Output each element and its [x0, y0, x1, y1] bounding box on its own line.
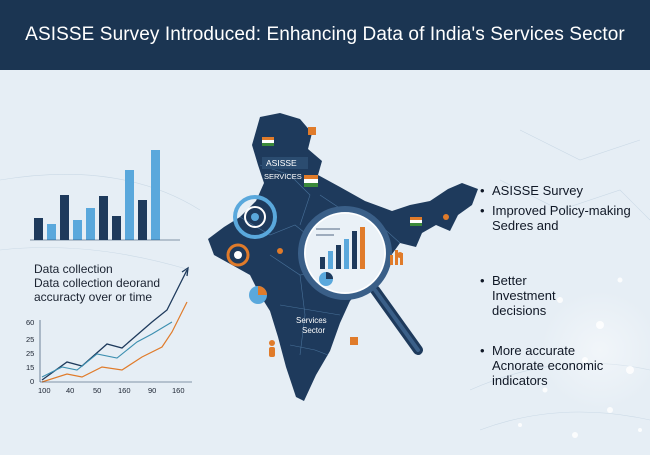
gear-icon	[233, 195, 277, 239]
caption-line: Data collection deorand	[34, 276, 161, 290]
y-tick-label: 25	[26, 349, 34, 358]
y-tick-label: 15	[26, 363, 34, 372]
x-tick-label: 160	[172, 386, 185, 395]
arrow-head-icon	[181, 266, 189, 277]
bar-chart-icon	[320, 227, 365, 269]
bullet-glyph: •	[480, 203, 485, 218]
location-icon	[350, 337, 358, 345]
bar	[47, 224, 56, 240]
list-item: • ASISSE Survey	[480, 183, 583, 198]
bullet-text: indicators	[492, 373, 548, 388]
location-icon	[308, 127, 316, 135]
chart-caption: Data collection Data collection deorand …	[34, 262, 209, 304]
bullet-text: Improved Policy-making	[492, 203, 631, 218]
bullet-text: More accurate	[492, 343, 576, 358]
bullet-glyph: •	[480, 183, 485, 198]
bullet-text: Better	[492, 273, 527, 288]
bar	[34, 218, 43, 240]
y-tick-label: 0	[30, 377, 34, 386]
map-label-services-sector: Sector	[302, 326, 325, 335]
x-tick-label: 160	[118, 386, 131, 395]
bar	[99, 196, 108, 240]
x-tick-label: 40	[66, 386, 74, 395]
map-label-services: SERVICES	[264, 172, 302, 181]
series-line-teal	[41, 321, 173, 378]
magnifying-glass-icon	[298, 206, 423, 355]
x-tick-label: 100	[38, 386, 51, 395]
line-chart: 60 25 25 15 0 100 40 50 160 90 160	[26, 266, 192, 395]
bullet-text: Investment	[492, 288, 556, 303]
y-tick-label: 25	[26, 335, 34, 344]
bullet-text: decisions	[492, 303, 547, 318]
list-item: • Better Investment decisions	[480, 273, 556, 318]
bullet-text: ASISSE Survey	[492, 183, 584, 198]
gear-icon	[226, 243, 250, 267]
bar-chart-icon	[390, 250, 403, 265]
caption-line: Data collection	[34, 262, 113, 276]
page-title: ASISSE Survey Introduced: Enhancing Data…	[25, 24, 625, 45]
map-label-services-sector: Services	[296, 316, 327, 325]
bar	[138, 200, 147, 240]
bar	[86, 208, 95, 240]
bar	[73, 220, 82, 240]
pie-icon	[249, 286, 267, 304]
bar	[151, 150, 160, 240]
map-label-asisse: ASISSE	[266, 158, 297, 168]
bullet-text: Acnorate economic	[492, 358, 604, 373]
list-item: • Improved Policy-making Sedres and	[480, 203, 631, 233]
title-banner: ASISSE Survey Introduced: Enhancing Data…	[0, 0, 650, 70]
bar	[125, 170, 134, 240]
person-icon	[269, 340, 275, 357]
bar	[60, 195, 69, 240]
y-tick-label: 60	[26, 318, 34, 327]
bullet-glyph: •	[480, 273, 485, 288]
bullet-glyph: •	[480, 343, 485, 358]
india-map-illustration: ASISSE SERVICES Services Sector	[208, 113, 478, 401]
flag-icon	[262, 137, 274, 146]
bar	[112, 216, 121, 240]
flag-icon	[410, 217, 422, 226]
x-tick-label: 50	[93, 386, 101, 395]
flag-icon	[304, 175, 318, 187]
bullet-text: Sedres and	[492, 218, 559, 233]
bar-chart	[30, 150, 180, 241]
x-tick-label: 90	[148, 386, 156, 395]
caption-line: accuracty over or time	[34, 290, 153, 304]
series-line-dark	[41, 269, 188, 381]
series-line-orange	[41, 301, 188, 383]
list-item: • More accurate Acnorate economic indica…	[480, 343, 603, 388]
